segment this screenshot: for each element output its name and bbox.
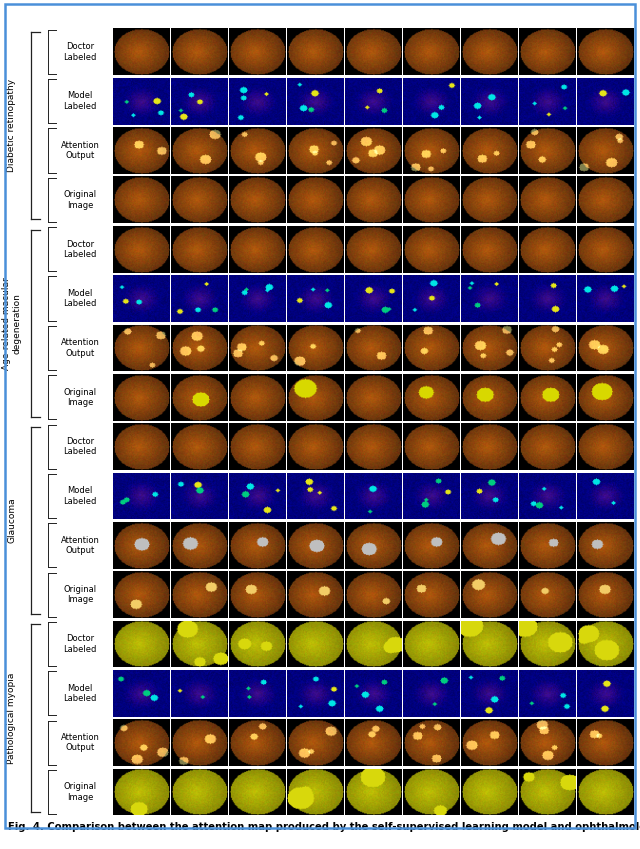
Text: Doctor
Labeled: Doctor Labeled [63, 437, 97, 456]
Text: Model
Labeled: Model Labeled [63, 683, 97, 703]
Text: Glaucoma: Glaucoma [7, 498, 16, 543]
Text: Model
Labeled: Model Labeled [63, 289, 97, 308]
Text: Doctor
Labeled: Doctor Labeled [63, 42, 97, 61]
Text: Doctor
Labeled: Doctor Labeled [63, 239, 97, 259]
Text: Attention
Output: Attention Output [61, 141, 99, 160]
Text: Attention
Output: Attention Output [61, 338, 99, 357]
Text: Original
Image: Original Image [63, 190, 97, 210]
Text: Original
Image: Original Image [63, 585, 97, 604]
Text: Model
Labeled: Model Labeled [63, 92, 97, 111]
Text: Attention
Output: Attention Output [61, 536, 99, 555]
Text: Age-related macular
degeneration: Age-related macular degeneration [2, 277, 21, 369]
Text: Original
Image: Original Image [63, 783, 97, 801]
Text: Model
Labeled: Model Labeled [63, 486, 97, 506]
Text: Original
Image: Original Image [63, 388, 97, 407]
Text: Doctor
Labeled: Doctor Labeled [63, 634, 97, 654]
Text: Pathological myopia: Pathological myopia [7, 672, 16, 764]
Text: Attention
Output: Attention Output [61, 733, 99, 752]
Text: Diabetic retinopathy: Diabetic retinopathy [7, 79, 16, 172]
Text: Fig. 4. Comparison between the attention map produced by the self-supervised lea: Fig. 4. Comparison between the attention… [8, 822, 640, 832]
